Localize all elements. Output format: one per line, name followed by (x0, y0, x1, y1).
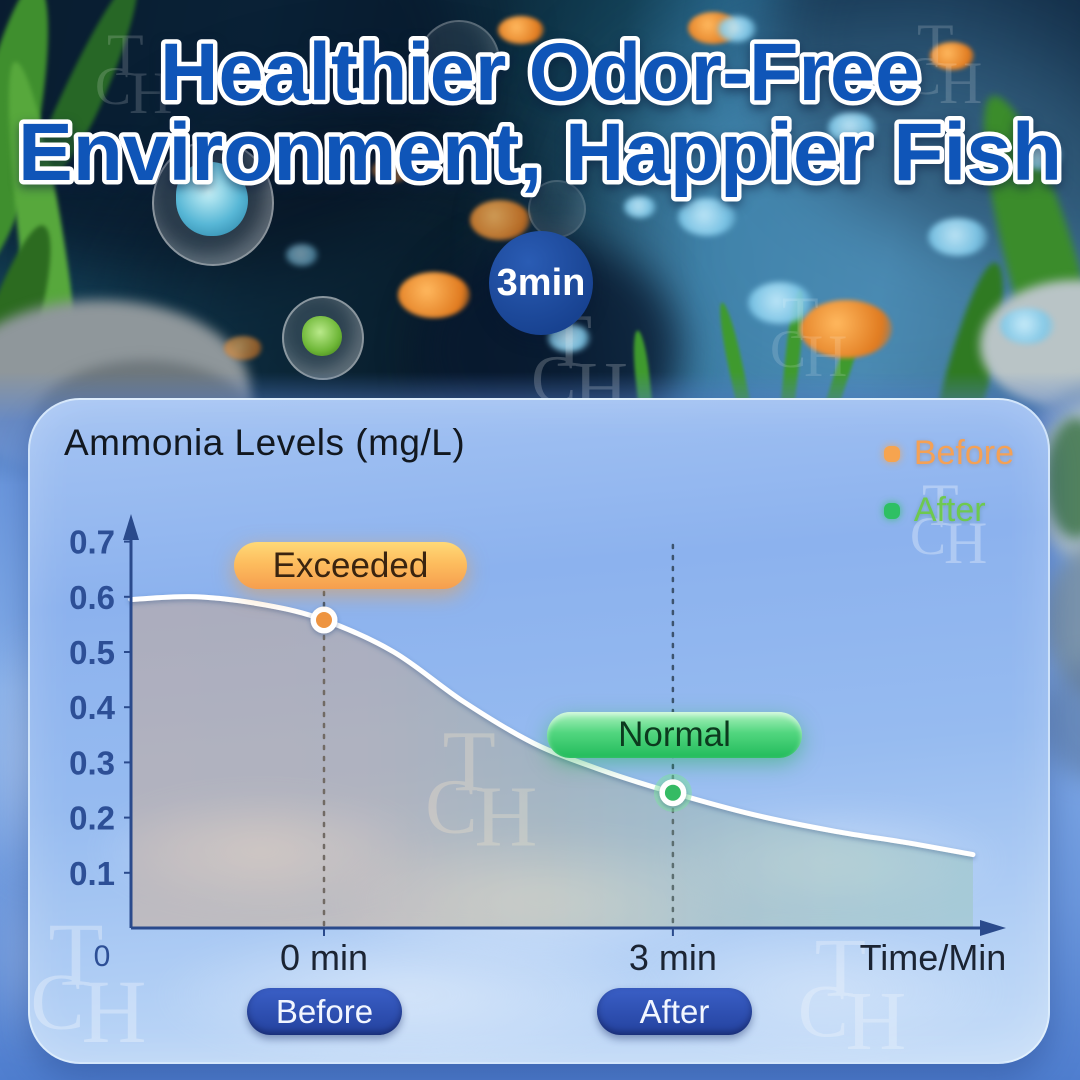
blue-fish (678, 198, 736, 236)
bubble (418, 20, 500, 102)
goldfish (800, 300, 892, 358)
blue-fish (718, 16, 756, 42)
legend-label-before: Before (913, 434, 1014, 472)
blue-fish (828, 112, 876, 144)
x-tick-label: 0 min (280, 937, 368, 978)
headline-line1: Healthier Odor-Free (160, 27, 920, 118)
curve-line (128, 594, 976, 858)
y-tick-label: 0.5 (69, 634, 115, 671)
axes (123, 514, 1006, 936)
duration-badge: 3min (489, 231, 593, 335)
y-tick-label: 0.1 (69, 855, 115, 892)
bubble (282, 296, 364, 380)
x-axis-before-badge: Before (247, 988, 402, 1035)
marker-dot (316, 611, 332, 628)
marker-dot (664, 784, 681, 801)
y-tick-label: 0.3 (69, 744, 115, 781)
blue-fish (286, 244, 318, 266)
microbe-icon (302, 316, 342, 356)
blue-fish (624, 196, 656, 218)
legend-label-after: After (913, 491, 986, 529)
y-tick-label: 0.2 (69, 800, 115, 837)
legend-swatch-before-icon (883, 445, 900, 462)
exceeded-annotation-pill: Exceeded (234, 542, 467, 589)
ammonia-area-chart: 0.1 0.2 0.3 0.4 0.5 0.6 0.7 0 0 min 3 min Time/Min (69, 514, 1006, 978)
x-tick-label: 3 min (629, 937, 717, 978)
area-series (128, 594, 976, 928)
microbe-icon (176, 162, 248, 236)
x-axis-after-badge: After (597, 988, 752, 1035)
y-tick-label: 0.4 (69, 689, 116, 726)
goldfish (398, 272, 470, 318)
origin-label: 0 (94, 940, 111, 973)
data-point-markers (310, 606, 692, 812)
axis-labels: 0.1 0.2 0.3 0.4 0.5 0.6 0.7 0 0 min 3 min Time/Min (69, 524, 1006, 978)
chart-legend: Before After (883, 434, 1014, 530)
y-tick-label: 0.7 (69, 524, 115, 561)
legend-row-before: Before (883, 434, 1014, 473)
y-axis-arrow-icon (123, 514, 139, 540)
blue-fish (928, 218, 988, 256)
chart-panel: T C H T C H T C H T C H Ammonia Levels (… (28, 398, 1050, 1064)
koi-fish (470, 200, 530, 240)
y-tick-label: 0.6 (69, 579, 115, 616)
blue-fish (1020, 140, 1062, 170)
duration-badge-label: 3min (496, 261, 586, 304)
legend-swatch-after-icon (883, 502, 900, 519)
goldfish (224, 336, 262, 360)
area-fill (130, 596, 973, 928)
x-axis-arrow-icon (980, 920, 1006, 936)
headline: Healthier Odor-Free Environment, Happier… (14, 23, 1067, 203)
blue-fish (1000, 308, 1054, 344)
x-axis-title: Time/Min (860, 937, 1007, 978)
headline-line2: Environment, Happier Fish (18, 107, 1062, 198)
chart-title: Ammonia Levels (mg/L) (64, 422, 466, 463)
goldfish (930, 42, 974, 70)
cloud-haze (150, 920, 670, 1062)
normal-annotation-pill: Normal (547, 712, 802, 758)
goldfish (498, 16, 544, 44)
blue-fish (748, 282, 812, 324)
goldfish (372, 158, 412, 182)
legend-row-after: After (883, 491, 1014, 530)
